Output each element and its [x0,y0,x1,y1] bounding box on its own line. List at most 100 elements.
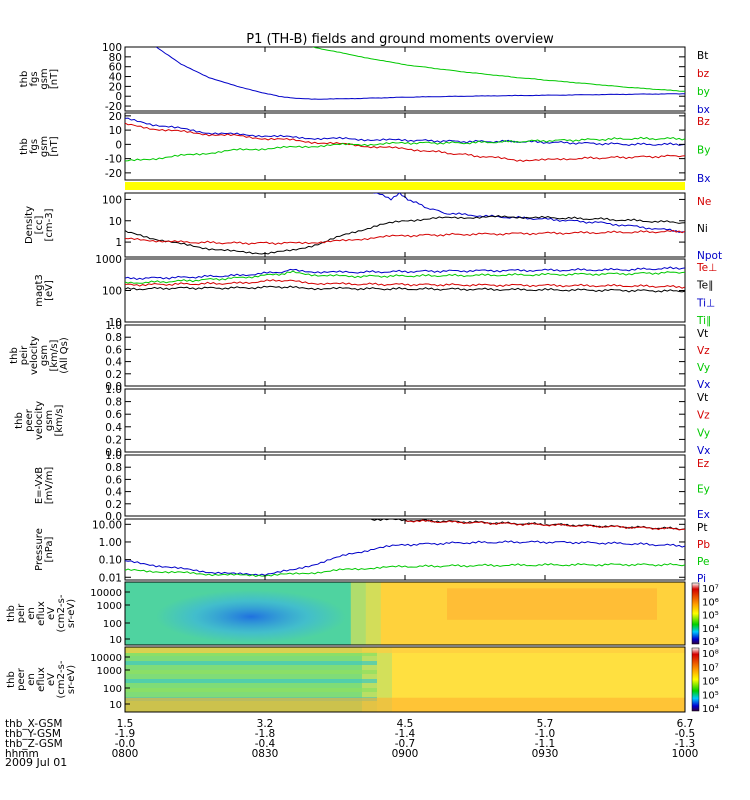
time-tick-label: 0930 [532,748,559,760]
svg-text:fgs: fgs [29,139,40,154]
ytick-label: 0.01 [99,572,122,584]
ylabel-peer-velocity: thb peer velocity gsm [km/s] [14,401,65,440]
svg-text:(cm2-s-: (cm2-s- [56,660,67,698]
ytick-label: 0.4 [105,422,122,434]
ytick-label: 80 [109,52,122,64]
ytick-label: 1.0 [105,384,122,396]
ytick-label: 10 [109,635,122,646]
ylabel-peir-velocity: thb peir velocity gsm [km/s] (All Qs) [9,336,70,375]
ytick-label: 0.8 [105,462,122,474]
svg-text:thb: thb [19,71,30,88]
ytick-label: 0.6 [105,474,122,486]
colorbar [691,582,700,645]
legend-item: Vt [697,392,708,404]
svg-text:[eV]: [eV] [44,280,55,301]
ephemeris-value: -1.1 [535,738,556,750]
ytick-label: 0 [115,139,122,151]
ytick-label: 1 [115,237,122,249]
svg-text:[cc]: [cc] [34,216,45,235]
svg-text:[cm-3]: [cm-3] [44,208,55,241]
ytick-label: 0.2 [105,434,122,446]
ephemeris-value: -0.4 [255,738,276,750]
series-Ti⊥ [125,266,685,281]
colorbar-label: 10⁶ [702,597,719,608]
ylabel-pressure: Pressure [nPa] [34,528,55,571]
series-Pi [125,540,685,577]
panel-density: 100 10 1 Density [cc] [cm-3] Ne Ni Npot [24,192,722,262]
plot-area [124,192,686,258]
ytick-label: 0.6 [105,409,122,421]
legend-fgs-gsm-zoom: Bz By Bx [697,116,710,185]
time-tick-label: 1000 [672,748,699,760]
legend-item: bx [697,104,710,116]
legend-item: Bt [697,50,708,62]
series-Ti∥ [125,270,685,284]
svg-text:[nT]: [nT] [49,136,60,156]
svg-text:[km/s]: [km/s] [49,339,60,371]
ylabel-peer-spectrogram: thb peer en eflux eV (cm2-s-sr-eV) [6,660,77,698]
ytick-label: 0.0 [105,447,122,459]
legend-item: Vt [697,328,708,340]
ephemeris-label: thb_X-GSM [5,718,62,730]
legend-item: Pb [697,539,710,551]
plot-area [124,46,686,112]
ytick-label: 1.00 [99,537,122,549]
svg-text:Density: Density [24,206,35,244]
plot-area [124,518,686,581]
legend-item: Vx [697,379,710,391]
svg-text:(All Qs): (All Qs) [59,337,70,374]
svg-text:peer: peer [24,408,35,432]
legend-peer-velocity: Vt Vz Vy Vx [697,392,710,457]
colorbar-label: 10⁷ [702,584,719,595]
plot-area [124,324,686,387]
svg-text:peer: peer [16,667,27,691]
ephemeris-label: thb_Z-GSM [5,738,63,750]
ytick-label: 0.0 [105,381,122,393]
plot-area [124,454,686,517]
ytick-label: 0.10 [99,555,122,567]
legend-temperature: Te⊥ Te∥ Ti⊥ Ti∥ [696,262,717,327]
svg-text:Pressure: Pressure [34,528,45,571]
ytick-label: 1.0 [105,450,122,462]
legend-item: Te⊥ [696,262,717,274]
ytick-label: 0.2 [105,369,122,381]
ytick-label: 0.2 [105,499,122,511]
series-Bx [125,117,685,147]
svg-text:peir: peir [19,345,30,365]
legend-item: Pe [697,556,709,568]
colorbar-label: 10⁴ [702,624,719,635]
panel-flag-bar [125,182,685,190]
ephemeris-value: -1.3 [675,738,696,750]
ytick-label: 10 [109,700,122,711]
series-Ni [125,215,685,255]
ytick-label: 0.8 [105,332,122,344]
svg-text:[mV/m]: [mV/m] [44,467,55,505]
ytick-label: 20 [109,81,122,93]
series-bx [155,47,685,100]
series-Pb [404,519,685,531]
ephemeris-value: 6.7 [677,718,694,730]
date-label: 2009 Jul 01 [5,756,67,769]
ylabel-fgs-gsm: thb fgs gsm [nT] [19,68,60,89]
ytick-label: 0.4 [105,487,122,499]
legend-item: Pt [697,522,707,534]
series-By [125,136,685,162]
svg-text:thb: thb [19,138,30,155]
ytick-label: 60 [109,62,122,74]
ytick-label: 1000 [97,601,122,612]
svg-text:[km/s]: [km/s] [54,404,65,436]
ephemeris-label: hhmm [5,748,39,760]
svg-text:sr-eV): sr-eV) [66,599,77,628]
legend-efield: Ez Ey Ex [697,458,710,521]
legend-item: Vx [697,445,710,457]
svg-text:[nT]: [nT] [49,69,60,89]
colorbar-label: 10³ [702,637,719,648]
panel-fgs-gsm-zoom: 20 10 0 -10 -20 thb fgs gsm [nT] Bz By Bx [19,111,710,185]
legend-item: by [697,86,710,98]
svg-text:fgs: fgs [29,71,40,86]
svg-text:eV: eV [46,673,57,686]
colorbar-label: 10⁸ [702,649,719,660]
ephemeris-value: 3.2 [257,718,274,730]
